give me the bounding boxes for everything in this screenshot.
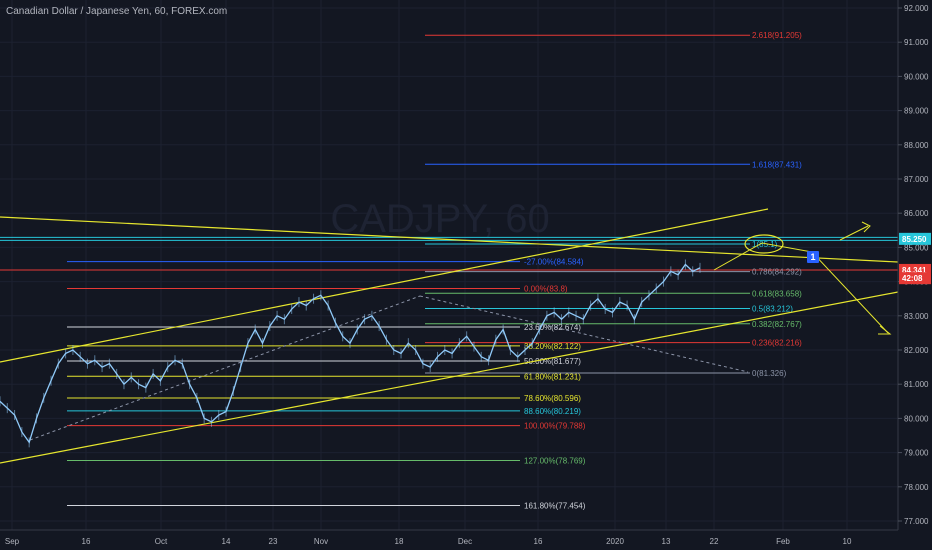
price-badge <box>899 272 931 285</box>
fib-right-label: 0(81.326) <box>752 369 787 378</box>
descending-trendline <box>0 216 899 263</box>
time-tick-label: Feb <box>776 537 790 546</box>
time-tick-label: 13 <box>662 537 671 546</box>
time-tick-label: 22 <box>710 537 719 546</box>
lower-channel-line <box>0 291 899 464</box>
fib-left-label: 78.60%(80.596) <box>524 394 581 403</box>
price-tick-label: 78.000 <box>904 483 929 492</box>
fib-right-label: 1(85.1) <box>752 240 778 249</box>
time-tick-label: Nov <box>314 537 328 546</box>
price-tick-label: 80.000 <box>904 414 929 423</box>
time-tick-label: 16 <box>534 537 543 546</box>
fib-right-label: 0.618(83.658) <box>752 289 802 298</box>
time-tick-label: 16 <box>82 537 91 546</box>
fib-right-label: 0.786(84.292) <box>752 268 802 277</box>
symbol-title: Canadian Dollar / Japanese Yen, 60, FORE… <box>6 6 228 17</box>
fib-left-label: 88.60%(80.219) <box>524 407 581 416</box>
annotation-marker <box>807 251 819 263</box>
fib-left-label: 161.80%(77.454) <box>524 501 586 510</box>
price-series <box>0 259 701 448</box>
up-arrow <box>839 225 869 241</box>
price-tick-label: 89.000 <box>904 107 929 116</box>
time-tick-label: 18 <box>395 537 404 546</box>
time-tick-label: Sep <box>5 537 20 546</box>
price-tick-label: 82.000 <box>904 346 929 355</box>
price-badge-label: 85.250 <box>902 235 927 244</box>
drawings: 1 <box>713 221 892 335</box>
fib-right-label: 0.382(82.767) <box>752 320 802 329</box>
fib-left-label: 127.00%(78.769) <box>524 457 586 466</box>
fib-left-label: 100.00%(79.788) <box>524 422 586 431</box>
time-tick-label: Oct <box>155 537 168 546</box>
time-tick-label: 14 <box>222 537 231 546</box>
fib-left-label: 38.20%(82.122) <box>524 342 581 351</box>
time-tick-label: 23 <box>269 537 278 546</box>
horizontal-levels <box>0 236 898 271</box>
price-tick-label: 87.000 <box>904 175 929 184</box>
time-tick-label: 10 <box>843 537 852 546</box>
highlight-ellipse <box>744 234 784 254</box>
price-badge-label: 84.341 <box>902 266 927 275</box>
fib-left-label: 0.00%(83.8) <box>524 284 568 293</box>
price-line <box>0 263 701 444</box>
price-tick-label: 83.000 <box>904 312 929 321</box>
annotation-marker-label: 1 <box>810 252 815 262</box>
price-tick-label: 85.000 <box>904 243 929 252</box>
fib-right-label: 1.618(87.431) <box>752 160 802 169</box>
time-tick-label: Dec <box>458 537 472 546</box>
price-tick-label: 91.000 <box>904 38 929 47</box>
arrow-head <box>861 221 871 233</box>
price-badge-label: 42:08 <box>902 274 923 283</box>
fib-right-label: 2.618(91.205) <box>752 31 802 40</box>
price-tick-label: 81.000 <box>904 380 929 389</box>
chart-grid <box>0 0 898 530</box>
price-tick-label: 90.000 <box>904 72 929 81</box>
price-tick-label: 79.000 <box>904 449 929 458</box>
trendlines <box>0 208 899 464</box>
fib-right-label: 0.236(82.216) <box>752 339 802 348</box>
price-badge <box>899 232 931 245</box>
time-axis[interactable]: Sep 16 Oct 14 23 Nov 18 Dec 16 2020 13 22 Feb 10 <box>0 529 898 550</box>
fib-right-label: 0.5(83.212) <box>752 305 793 314</box>
fib-left-label: 61.80%(81.231) <box>524 372 581 381</box>
dashed-fib-trend <box>419 295 749 373</box>
price-tick-label: 86.000 <box>904 209 929 218</box>
upper-channel-line <box>0 208 769 363</box>
time-axis-bg <box>0 530 898 550</box>
projection-path <box>713 242 889 334</box>
time-tick-label: 2020 <box>606 537 624 546</box>
fib-left-label: 23.60%(82.674) <box>524 323 581 332</box>
arrow-head <box>878 325 892 335</box>
fib-left-label: -27.00%(84.584) <box>524 258 584 267</box>
price-tick-label: 88.000 <box>904 141 929 150</box>
watermark: CADJPY, 60 <box>330 197 549 241</box>
price-tick-label: 77.000 <box>904 517 929 526</box>
price-tick-label: 92.000 <box>904 4 929 13</box>
fib-left-label: 50.00%(81.677) <box>524 357 581 366</box>
